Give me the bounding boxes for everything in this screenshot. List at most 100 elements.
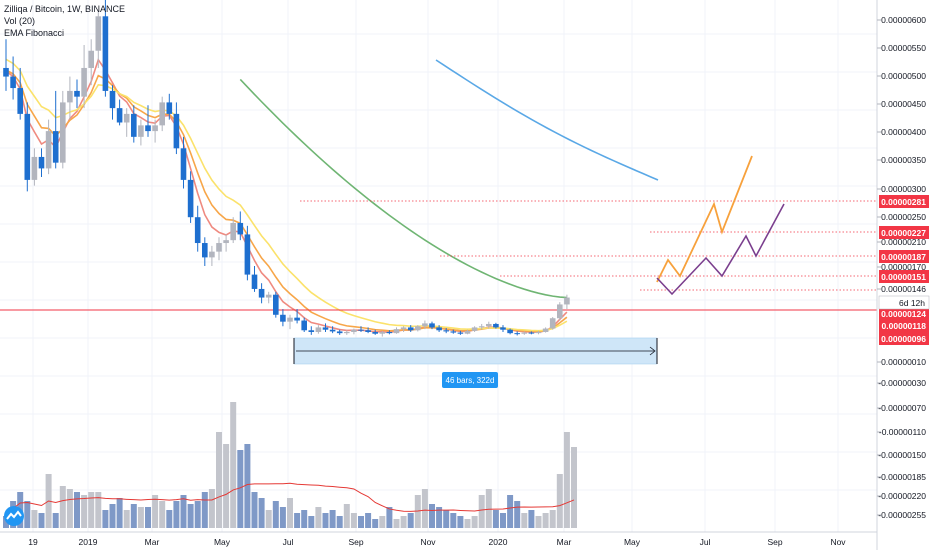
price-axis-label: -0.00000030 — [878, 378, 926, 388]
volume-bar — [88, 492, 95, 528]
candle-body — [194, 217, 201, 244]
volume-bar — [137, 507, 144, 528]
volume-bar — [450, 513, 457, 528]
candle-body — [315, 327, 322, 332]
volume-bar — [556, 474, 563, 528]
candle-body — [407, 327, 414, 331]
volume-bar — [81, 495, 88, 528]
volume-bar — [166, 510, 173, 528]
horizontal-levels — [0, 200, 877, 311]
projection-orange-path — [656, 155, 753, 283]
volume-bar — [74, 492, 80, 528]
price-axis-label: 0.00000300 — [881, 184, 926, 194]
volume-bar — [244, 444, 251, 528]
projection-paths[interactable] — [656, 155, 785, 296]
countdown-tag: 6d 12h — [878, 295, 930, 310]
volume-bar — [301, 510, 308, 528]
candle-body — [152, 125, 158, 132]
time-axis-label: Nov — [420, 537, 436, 547]
date-range-box[interactable]: 46 bars, 322d — [293, 337, 658, 388]
price-tags: 0.00000281 0.00000227 0.00000187 0.00000151… — [879, 195, 929, 345]
candle-body — [216, 243, 222, 252]
price-axis-label: 0.00000250 — [881, 212, 926, 222]
time-axis-label: Sep — [767, 537, 782, 547]
volume-bar — [350, 513, 357, 528]
tradingview-logo[interactable] — [4, 506, 24, 526]
ema-green-line — [239, 78, 567, 299]
candle-body — [187, 179, 194, 218]
price-axis-label: 0.00000210 — [881, 237, 926, 247]
volume-bar — [38, 513, 45, 528]
price-axis-label: 0.00000450 — [881, 99, 926, 109]
candle-body — [351, 329, 357, 332]
volume-bar — [507, 495, 514, 528]
price-axis-label: -0.00000070 — [878, 403, 926, 413]
candle-body — [273, 294, 279, 315]
candle-body — [564, 297, 570, 305]
candle-body — [17, 88, 23, 114]
volume-bar — [500, 513, 506, 528]
candle-body — [429, 323, 435, 328]
candle-body — [244, 234, 251, 275]
countdown-box — [878, 295, 930, 310]
candle-body — [329, 329, 336, 332]
legend-symbol[interactable]: Zilliqa / Bitcoin, 1W, BINANCE — [4, 4, 126, 14]
candle-body — [102, 16, 109, 91]
volume-bar — [52, 513, 59, 528]
price-axis-label: -0.00000110 — [879, 427, 926, 437]
candle-body — [237, 222, 244, 235]
candle-body — [138, 125, 144, 137]
candle-body — [109, 90, 116, 109]
volume-bar — [429, 504, 435, 528]
volume-bar — [258, 498, 265, 528]
candle-body — [123, 113, 130, 123]
candle-body — [308, 330, 315, 332]
volume-bar — [272, 501, 279, 528]
price-tag-label: 0.00000227 — [881, 228, 926, 238]
legend-ema[interactable]: EMA Fibonacci — [4, 28, 65, 38]
volume-bar — [116, 498, 123, 528]
price-tag-label: 0.00000187 — [881, 252, 926, 262]
candle-body — [549, 318, 556, 329]
volume-bar — [358, 516, 364, 528]
candles — [3, 0, 570, 337]
time-axis-label: 2020 — [489, 537, 508, 547]
time-axis-label: May — [624, 537, 641, 547]
volume-bar — [130, 504, 137, 528]
candle-body — [344, 332, 350, 334]
candle-body — [265, 294, 272, 298]
volume-bar — [436, 507, 443, 528]
projection-purple-path — [656, 203, 785, 296]
candle-body — [202, 243, 208, 258]
price-axis-label: 0.00000500 — [881, 71, 926, 81]
price-tag-box — [879, 307, 929, 320]
candle-body — [230, 222, 236, 241]
candle-body — [116, 108, 123, 123]
volume-bar — [549, 510, 556, 528]
price-tag-box — [879, 226, 929, 239]
candle-body — [301, 320, 307, 331]
time-axis[interactable]: 19 2019 Mar May Jul Sep Nov 2020 Mar May Jul Sep Nov — [0, 531, 877, 547]
volume-bar — [521, 513, 528, 528]
range-label: 46 bars, 322d — [446, 376, 495, 385]
volume-bar — [379, 516, 386, 528]
candle-body — [372, 332, 378, 334]
time-axis-label: 2019 — [79, 537, 98, 547]
price-axis-label: -0.00000185 — [878, 472, 926, 482]
volume-bar — [251, 492, 258, 528]
volume-bar — [216, 432, 222, 528]
volume-bar — [464, 519, 471, 528]
price-tag-box — [879, 195, 929, 208]
price-axis-label: 0.00000146 — [881, 284, 926, 294]
ema-blue-line — [435, 59, 659, 181]
candle-body — [457, 332, 464, 334]
price-axis[interactable]: 0.00000600 0.00000550 0.00000500 0.00000450… — [877, 15, 926, 520]
candle-body — [393, 329, 400, 334]
countdown-text: 6d 12h — [899, 298, 925, 308]
volume-pane — [3, 402, 577, 528]
legend-volume[interactable]: Vol (20) — [4, 16, 36, 26]
candle-body — [557, 304, 563, 319]
range-label-box — [442, 372, 498, 388]
candle-body — [400, 327, 407, 330]
